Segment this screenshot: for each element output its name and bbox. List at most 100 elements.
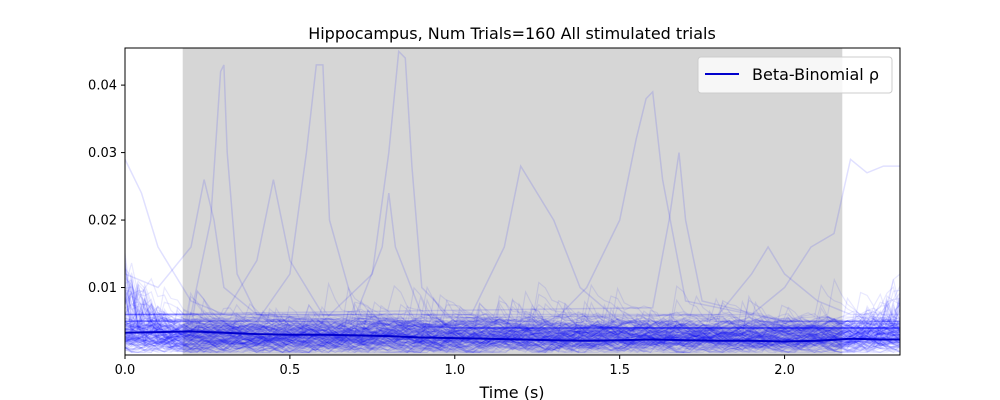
- trial-line: [125, 294, 900, 337]
- trial-line: [125, 327, 900, 351]
- series-lines: [125, 330, 900, 343]
- legend-label: Beta-Binomial ρ: [752, 65, 879, 84]
- trial-line: [125, 309, 900, 349]
- trial-line: [125, 330, 900, 353]
- trial-line: [125, 312, 900, 341]
- trial-line: [125, 298, 900, 352]
- trial-line: [125, 310, 900, 345]
- trial-line: [125, 325, 900, 349]
- trial-line: [125, 313, 900, 338]
- trial-line: [125, 285, 900, 342]
- trial-line: [125, 332, 900, 353]
- x-tick-label: 0.0: [115, 363, 136, 378]
- trial-line: [125, 316, 900, 351]
- trial-line: [125, 291, 900, 353]
- trial-line: [125, 307, 900, 353]
- trial-line: [125, 286, 900, 335]
- x-axis-label: Time (s): [478, 383, 544, 400]
- trial-line-peak: [125, 193, 900, 329]
- trial-line-peak: [125, 179, 900, 329]
- trial-line: [125, 304, 900, 353]
- trial-line: [125, 283, 900, 347]
- trial-line: [125, 297, 900, 351]
- trial-line: [125, 299, 900, 343]
- trial-line: [125, 304, 900, 349]
- trial-line: [125, 316, 900, 353]
- trial-line: [125, 295, 900, 348]
- trial-line: [125, 293, 900, 348]
- trial-line: [125, 281, 900, 338]
- trial-line: [125, 329, 900, 354]
- trial-line: [125, 294, 900, 349]
- trial-line: [125, 320, 900, 345]
- trial-line: [125, 299, 900, 339]
- trial-line: [125, 320, 900, 353]
- trial-line: [125, 304, 900, 340]
- y-tick-label: 0.02: [88, 214, 117, 229]
- plot-frame: [124, 47, 901, 356]
- trial-line: [125, 315, 900, 353]
- trial-line: [125, 289, 900, 344]
- trial-line-peak: [125, 245, 900, 316]
- trial-line: [125, 330, 900, 351]
- trial-line: [125, 297, 900, 346]
- trial-line: [125, 290, 900, 343]
- trial-line: [125, 318, 900, 336]
- trial-line: [125, 299, 900, 347]
- trial-line: [125, 286, 900, 335]
- trial-line: [125, 289, 900, 334]
- x-axis: 0.0 0.5 1.0 1.5 2.0: [115, 355, 795, 378]
- trial-line: [125, 277, 900, 334]
- trial-line: [125, 309, 900, 353]
- trial-line: [125, 268, 900, 347]
- trial-line-peak: [125, 64, 900, 329]
- trial-line: [125, 319, 900, 343]
- trial-line: [125, 312, 900, 353]
- trial-line: [125, 309, 900, 345]
- trial-line-peak: [125, 158, 900, 329]
- trial-line: [125, 292, 900, 351]
- trial-line: [125, 301, 900, 349]
- trial-line: [125, 330, 900, 353]
- trial-line: [125, 326, 900, 346]
- trial-line: [125, 316, 900, 352]
- trial-line: [125, 291, 900, 348]
- x-tick-label: 0.5: [280, 363, 301, 378]
- trial-line: [125, 284, 900, 354]
- trial-line: [125, 304, 900, 336]
- trial-line: [125, 312, 900, 353]
- trial-line-peak: [125, 157, 900, 323]
- trial-line: [125, 296, 900, 347]
- trial-line: [125, 277, 900, 353]
- x-tick-label: 1.0: [444, 363, 465, 378]
- trial-line: [125, 272, 900, 343]
- trial-line: [125, 303, 900, 336]
- y-axis: 0.01 0.02 0.03 0.04: [88, 79, 125, 296]
- trial-line: [125, 257, 900, 341]
- trial-line: [125, 302, 900, 347]
- y-tick-label: 0.01: [88, 281, 117, 296]
- trial-line: [125, 312, 900, 335]
- series-line-beta-binomial: [125, 330, 900, 343]
- y-tick-label: 0.04: [88, 79, 117, 94]
- trial-line: [125, 297, 900, 353]
- legend-box: [697, 56, 893, 94]
- trial-line: [125, 287, 900, 352]
- trial-line: [125, 329, 900, 350]
- x-tick-label: 1.5: [609, 363, 630, 378]
- trial-line: [125, 292, 900, 353]
- trial-line: [125, 280, 900, 349]
- trial-line: [125, 321, 900, 353]
- trial-line: [125, 304, 900, 348]
- trial-line: [125, 321, 900, 343]
- trial-line-peak: [125, 90, 900, 323]
- trial-line: [125, 308, 900, 346]
- trial-line: [125, 333, 900, 354]
- trial-line: [125, 282, 900, 348]
- trial-line: [125, 335, 900, 353]
- trial-line: [125, 311, 900, 335]
- trial-line-peak: [125, 49, 900, 329]
- trial-line: [125, 290, 900, 341]
- trial-line: [125, 312, 900, 351]
